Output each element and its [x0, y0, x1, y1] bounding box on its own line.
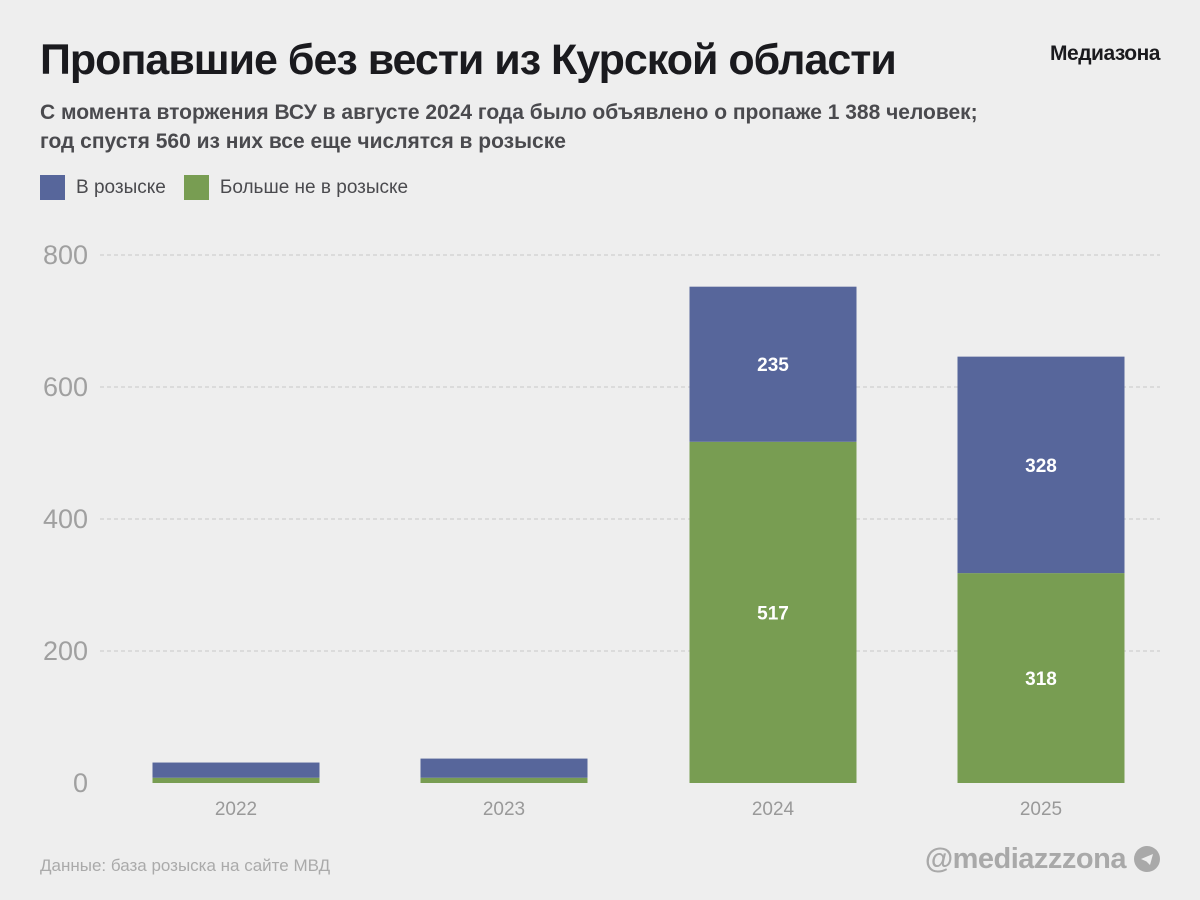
bar-chart: 0 200 400 600 800 2022 2023 517 235 2024 318 328 202… — [43, 240, 1160, 820]
legend-swatch-wanted — [40, 175, 65, 200]
subtitle-line-1: С момента вторжения ВСУ в августе 2024 г… — [40, 101, 978, 124]
data-label: 318 — [1025, 669, 1057, 690]
x-tick-label: 2022 — [215, 799, 257, 820]
data-label: 235 — [757, 355, 789, 376]
telegram-icon — [1134, 846, 1160, 872]
x-tick-label: 2024 — [752, 799, 795, 820]
y-tick-label: 400 — [43, 504, 88, 534]
legend-item-not-wanted: Больше не в розыске — [183, 175, 409, 200]
y-tick-label: 200 — [43, 636, 88, 666]
y-tick-label: 0 — [73, 768, 88, 798]
bar-segment — [689, 441, 857, 783]
y-tick-label: 800 — [43, 240, 88, 270]
data-label: 517 — [757, 603, 789, 624]
bar-segment — [420, 758, 588, 778]
legend-label-not-wanted: Больше не в розыске — [219, 176, 409, 198]
bar-segment — [152, 762, 320, 778]
x-tick-label: 2025 — [1020, 799, 1062, 820]
legend-label-wanted: В розыске — [76, 176, 166, 198]
social-handle[interactable]: @mediazzzona — [924, 843, 1127, 875]
bar-segment — [152, 777, 320, 783]
brand-logo: Медиазона — [1050, 42, 1160, 65]
subtitle-line-2: год спустя 560 из них все еще числятся в… — [40, 130, 566, 153]
bar-segment — [957, 356, 1125, 574]
x-tick-label: 2023 — [483, 799, 525, 820]
y-tick-label: 600 — [43, 372, 88, 402]
legend: В розыске Больше не в розыске — [40, 175, 426, 200]
data-label: 328 — [1025, 456, 1057, 477]
chart-title: Пропавшие без вести из Курской области — [40, 36, 897, 84]
chart-subtitle: С момента вторжения ВСУ в августе 2024 г… — [40, 98, 978, 156]
legend-swatch-not-wanted — [183, 175, 209, 200]
bar-segment — [689, 286, 857, 442]
bar-segment — [957, 573, 1125, 783]
legend-item-wanted: В розыске — [40, 175, 166, 200]
data-source: Данные: база розыска на сайте МВД — [40, 856, 331, 875]
bar-segment — [420, 777, 588, 783]
